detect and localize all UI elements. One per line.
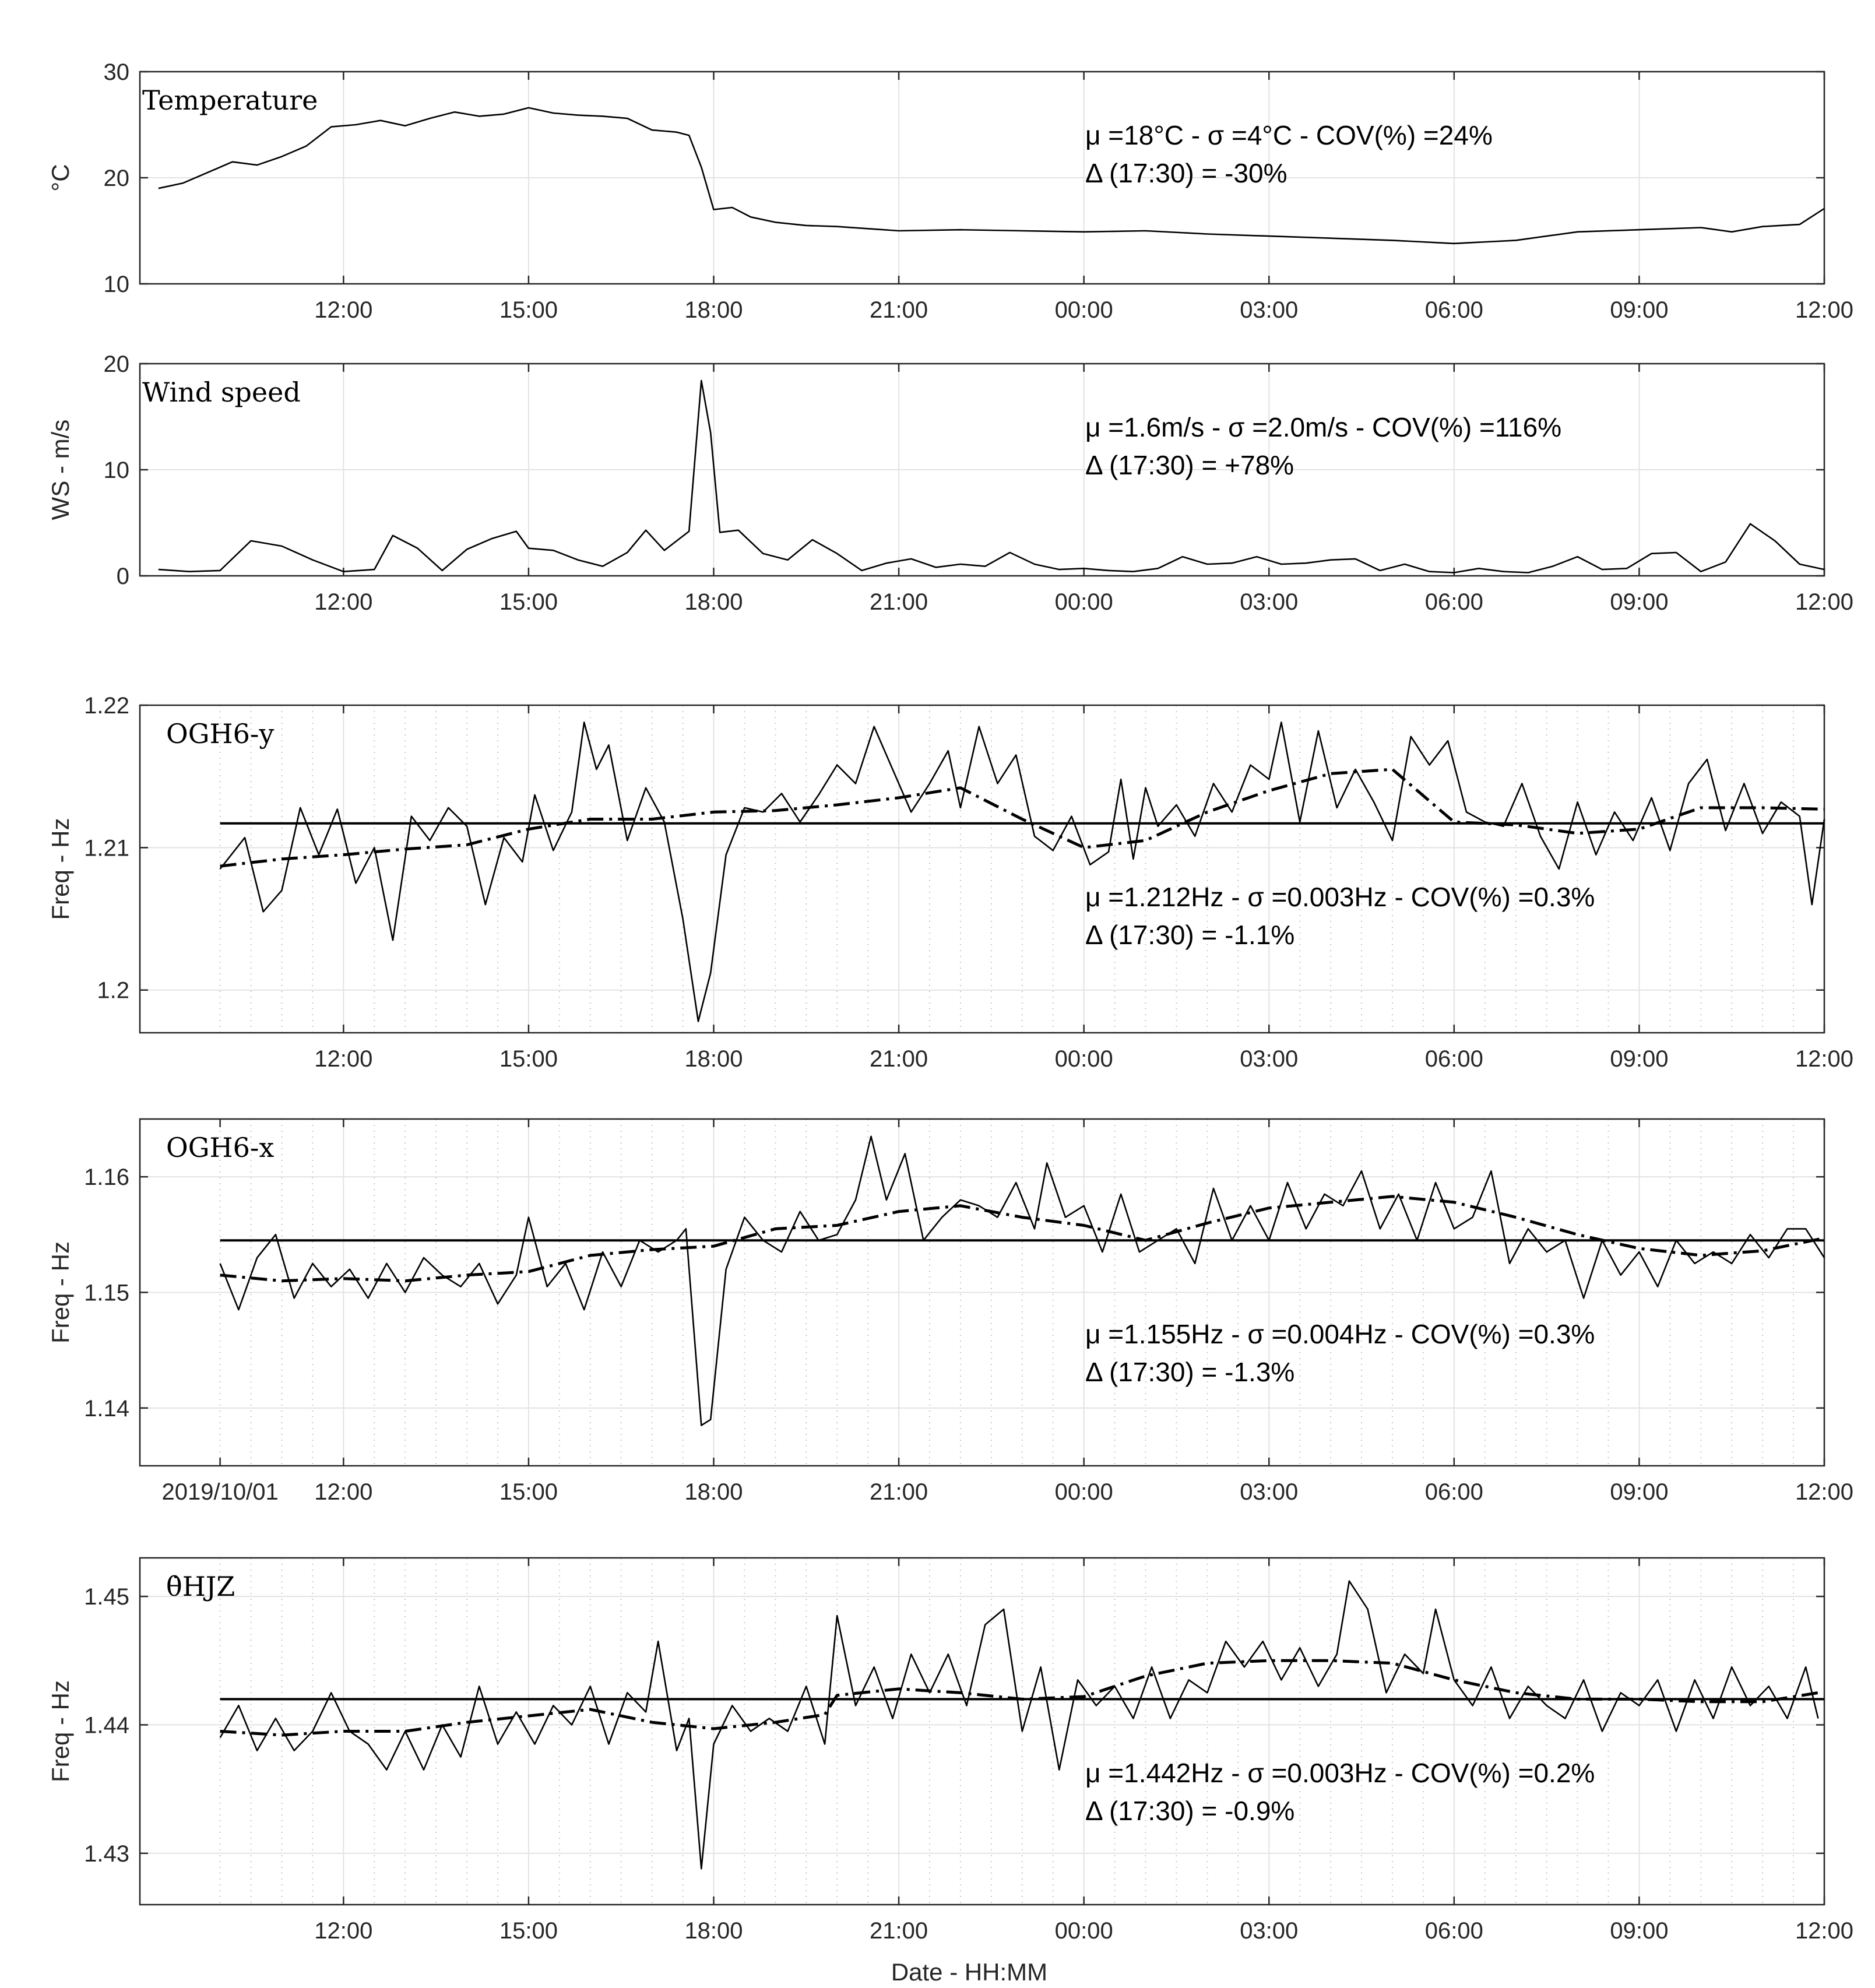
- x-tick-label: 15:00: [499, 297, 558, 323]
- x-tick-label: 09:00: [1610, 1046, 1668, 1072]
- x-tick-label: 06:00: [1425, 1046, 1483, 1072]
- y-tick-label: 10: [104, 272, 130, 297]
- x-tick-label: 03:00: [1240, 1046, 1298, 1072]
- x-tick-label: 09:00: [1610, 297, 1668, 323]
- x-tick-label: 21:00: [870, 589, 928, 615]
- y-tick-label: 1.43: [84, 1841, 129, 1867]
- x-tick-label: 15:00: [499, 1479, 558, 1505]
- y-tick-label: 1.14: [84, 1396, 129, 1421]
- moving-average-series: [220, 768, 1825, 868]
- x-tick-label: 06:00: [1425, 297, 1483, 323]
- x-tick-label: 12:00: [314, 1918, 372, 1944]
- stats-line: μ =1.155Hz - σ =0.004Hz - COV(%) =0.3%: [1085, 1319, 1595, 1349]
- wind-speed-series: [158, 379, 1825, 573]
- x-tick-label: 12:00: [314, 1479, 372, 1505]
- stats-line: μ =1.212Hz - σ =0.003Hz - COV(%) =0.3%: [1085, 882, 1595, 912]
- y-tick-label: 10: [104, 458, 130, 483]
- axes-box: [139, 1557, 1825, 1906]
- stats-line: μ =1.442Hz - σ =0.003Hz - COV(%) =0.2%: [1085, 1758, 1595, 1788]
- y-tick-label: 20: [104, 166, 130, 191]
- temperature-panel: 10 20 30 12:00 15:00 18:00 21:00 00:00 03:00 06:0…: [47, 59, 1853, 323]
- y-tick-label: 1.15: [84, 1280, 129, 1306]
- x-tick-label: 15:00: [499, 589, 558, 615]
- panel-title: OGH6-y: [166, 718, 274, 750]
- x-tick-label: 00:00: [1055, 589, 1113, 615]
- y-axis-label: Freq - Hz: [47, 1680, 74, 1782]
- wind-speed-panel: 0 10 20 12:00 15:00 18:00 21:00 00:00 03:00 06:00…: [47, 351, 1853, 615]
- x-tick-label: 03:00: [1240, 297, 1298, 323]
- panel-title: OGH6-x: [166, 1132, 274, 1163]
- axes-box: [139, 704, 1825, 1034]
- x-tick-label: 12:00: [1795, 1918, 1853, 1944]
- x-tick-label: 09:00: [1610, 1479, 1668, 1505]
- delta-line: Δ (17:30) = -30%: [1085, 158, 1287, 188]
- x-tick-label: 21:00: [870, 1046, 928, 1072]
- x-tick-label: 18:00: [684, 1479, 743, 1505]
- y-tick-label: 1.22: [84, 693, 129, 719]
- measured-series: [219, 1580, 1819, 1870]
- measured-series: [219, 1135, 1825, 1426]
- x-tick-label: 09:00: [1610, 1918, 1668, 1944]
- x-tick-label: 12:00: [1795, 1046, 1853, 1072]
- x-tick-label: 12:00: [314, 1046, 372, 1072]
- y-tick-label: 1.45: [84, 1584, 129, 1610]
- x-tick-label: 00:00: [1055, 297, 1113, 323]
- x-tick-label: 15:00: [499, 1918, 558, 1944]
- x-tick-label: 2019/10/01: [162, 1479, 279, 1505]
- ogh6-x-panel: 1.14 1.15 1.16 2019/10/01 12:00 15:00 18:00 21:…: [47, 1118, 1853, 1505]
- x-tick-label: 18:00: [684, 589, 743, 615]
- delta-line: Δ (17:30) = +78%: [1085, 450, 1294, 480]
- y-tick-label: 30: [104, 59, 130, 85]
- measured-series: [219, 722, 1825, 1022]
- x-tick-label: 06:00: [1425, 589, 1483, 615]
- y-axis-label: WS - m/s: [47, 420, 74, 520]
- ogh6-y-panel: 1.2 1.21 1.22 12:00 15:00 18:00 21:00 00:00 03:0…: [47, 693, 1853, 1072]
- y-tick-label: 1.21: [84, 835, 129, 861]
- x-tick-label: 03:00: [1240, 589, 1298, 615]
- y-axis-label: °C: [47, 164, 74, 191]
- delta-line: Δ (17:30) = -1.3%: [1085, 1357, 1294, 1387]
- x-tick-label: 06:00: [1425, 1479, 1483, 1505]
- x-tick-label: 03:00: [1240, 1918, 1298, 1944]
- panel-title: Wind speed: [142, 377, 301, 408]
- x-tick-label: 12:00: [314, 297, 372, 323]
- x-tick-label: 18:00: [684, 1918, 743, 1944]
- moving-average-series: [220, 1659, 1818, 1737]
- y-tick-label: 1.44: [84, 1712, 129, 1738]
- delta-line: Δ (17:30) = -1.1%: [1085, 920, 1294, 950]
- x-tick-label: 15:00: [499, 1046, 558, 1072]
- y-tick-label: 0: [117, 564, 129, 589]
- x-axis-label: Date - HH:MM: [891, 1958, 1047, 1986]
- x-tick-label: 03:00: [1240, 1479, 1298, 1505]
- y-tick-label: 1.16: [84, 1164, 129, 1190]
- y-axis-label: Freq - Hz: [47, 1241, 74, 1343]
- x-tick-label: 06:00: [1425, 1918, 1483, 1944]
- x-tick-label: 00:00: [1055, 1046, 1113, 1072]
- y-tick-label: 20: [104, 351, 130, 377]
- temperature-series: [158, 107, 1825, 245]
- y-tick-label: 1.2: [97, 978, 129, 1004]
- x-tick-label: 21:00: [870, 297, 928, 323]
- x-tick-label: 00:00: [1055, 1918, 1113, 1944]
- x-tick-label: 18:00: [684, 1046, 743, 1072]
- x-tick-label: 00:00: [1055, 1479, 1113, 1505]
- x-tick-label: 18:00: [684, 297, 743, 323]
- x-tick-label: 21:00: [870, 1479, 928, 1505]
- x-tick-label: 12:00: [1795, 1479, 1853, 1505]
- panel-title: θ̇HJZ: [166, 1571, 235, 1602]
- stats-line: μ =1.6m/s - σ =2.0m/s - COV(%) =116%: [1085, 412, 1561, 442]
- stats-line: μ =18°C - σ =4°C - COV(%) =24%: [1085, 120, 1493, 150]
- delta-line: Δ (17:30) = -0.9%: [1085, 1796, 1294, 1826]
- theta-hjz-panel: 1.43 1.44 1.45 12:00 15:00 18:00 21:00 00:00 03:…: [47, 1557, 1853, 1944]
- x-tick-label: 12:00: [1795, 589, 1853, 615]
- x-tick-label: 09:00: [1610, 589, 1668, 615]
- y-axis-label: Freq - Hz: [47, 818, 74, 920]
- panel-title: Temperature: [142, 85, 318, 116]
- x-tick-label: 21:00: [870, 1918, 928, 1944]
- moving-average-series: [220, 1195, 1825, 1283]
- x-tick-label: 12:00: [314, 589, 372, 615]
- x-tick-label: 12:00: [1795, 297, 1853, 323]
